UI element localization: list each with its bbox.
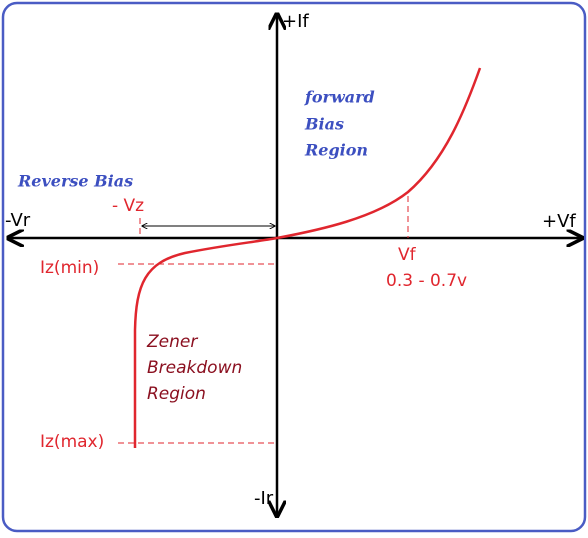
axis-label: -Vr [5,210,31,231]
region-label: Bias [304,115,344,134]
axis-label: +If [282,11,309,32]
breakdown-label: Region [147,384,206,404]
region-label: forward [304,88,375,107]
current-label: Iz(min) [40,258,99,278]
breakdown-label: Breakdown [147,358,242,378]
iv-curve [133,67,482,448]
region-label: Reverse Bias [17,172,133,191]
vf-range: 0.3 - 0.7v [386,271,467,291]
vz-label: - Vz [112,196,144,216]
guides [118,196,409,444]
breakdown-label: Zener [146,332,198,352]
axis-label: +Vf [542,211,576,232]
vf-label: Vf [398,245,417,265]
region-label: Region [304,141,368,160]
axis-label: -Ir [254,488,274,509]
current-label: Iz(max) [40,432,104,452]
